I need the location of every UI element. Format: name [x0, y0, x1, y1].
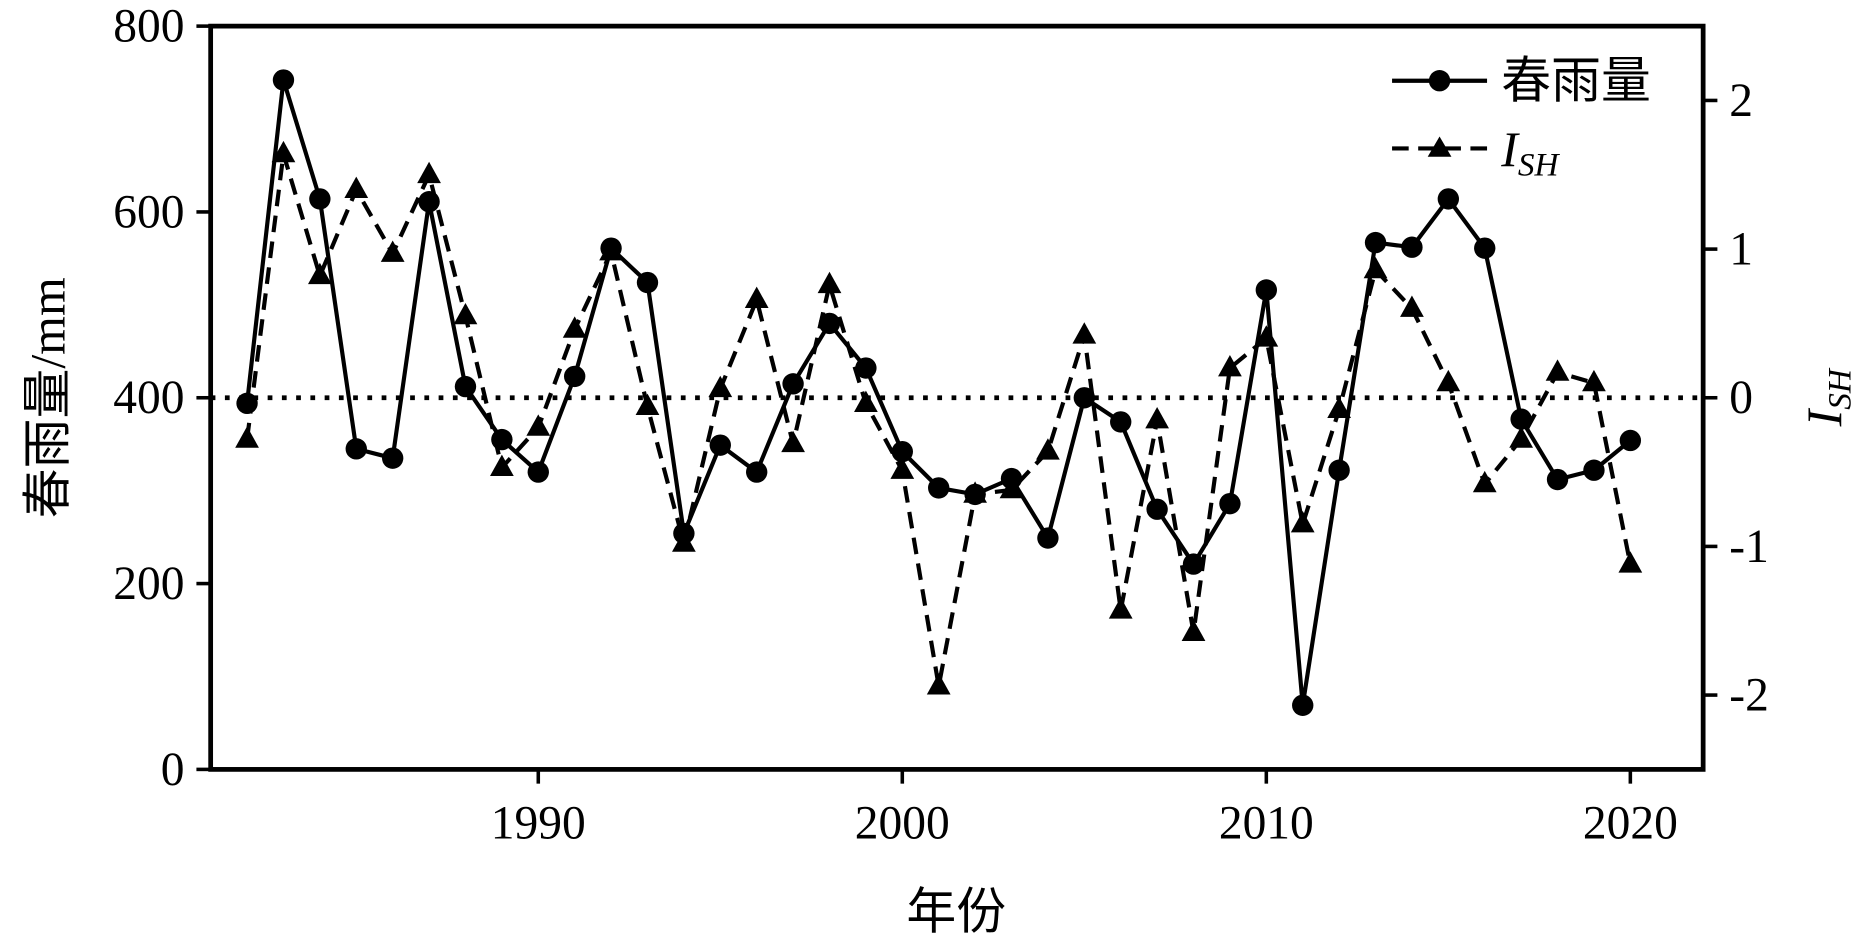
rain-data-point	[1401, 236, 1423, 258]
ish-data-point	[1327, 396, 1351, 418]
rain-data-point	[381, 447, 404, 469]
ish-data-point	[926, 673, 951, 695]
rain-data-point	[709, 434, 731, 456]
ish-data-point	[1363, 256, 1388, 279]
ish-data-point	[1472, 470, 1497, 493]
rain-data-point	[1510, 408, 1532, 430]
ish-data-point	[526, 414, 551, 436]
rain-data-point	[418, 191, 440, 213]
ish-data-point	[599, 239, 623, 261]
rain-data-point	[818, 312, 841, 335]
x-tick-label: 2010	[1219, 797, 1314, 849]
rain-data-point	[636, 271, 659, 294]
rain-data-point	[1073, 387, 1095, 409]
ish-data-point	[1509, 426, 1534, 448]
ish-data-point	[1181, 619, 1206, 641]
ish-data-point	[1545, 359, 1570, 381]
rain-data-point	[1583, 459, 1605, 481]
rain-data-point	[891, 440, 913, 463]
rain-data-point	[309, 188, 331, 210]
rain-data-point	[272, 69, 295, 91]
rain-data-point	[1219, 492, 1241, 515]
ish-data-point	[235, 426, 259, 448]
ish-data-point	[708, 375, 733, 398]
y-tick-label: 600	[113, 186, 184, 238]
rain-data-point	[345, 438, 367, 460]
right-y-tick-label: 1	[1729, 224, 1753, 276]
rain-data-point	[855, 357, 877, 379]
rain-data-point	[563, 365, 586, 388]
y-tick-label: 400	[113, 372, 184, 424]
ish-data-point	[999, 476, 1024, 499]
legend-label-ish: ISH	[1500, 122, 1560, 183]
y-tick-label: 0	[161, 744, 185, 796]
legend-label-rain: 春雨量	[1501, 53, 1651, 108]
rain-data-point	[1292, 694, 1314, 716]
right-axis-label: ISH	[1797, 367, 1858, 427]
ish-data-point	[1254, 325, 1279, 347]
rain-data-point	[1619, 429, 1642, 452]
ish-data-point	[271, 140, 296, 163]
rain-data-point	[1255, 279, 1278, 301]
ish-data-point	[1582, 369, 1606, 392]
ish-data-point	[307, 262, 332, 285]
legend-marker-circle	[1428, 70, 1451, 92]
ish-data-point	[1072, 322, 1097, 344]
ish-data-point	[1436, 369, 1461, 392]
ish-data-point	[672, 530, 696, 552]
rain-data-point	[1546, 468, 1569, 491]
x-axis-label: 年份	[906, 885, 1006, 938]
ish-data-point	[635, 393, 660, 415]
ish-data-point	[963, 481, 987, 503]
ish-data-point	[453, 302, 478, 325]
rain-data-point	[782, 373, 804, 395]
rain-data-point	[746, 461, 768, 483]
legend: 春雨量 ISH	[1392, 53, 1651, 184]
ish-data-point	[344, 176, 369, 198]
ish-data-point	[744, 286, 769, 308]
right-y-tick-label: -1	[1729, 521, 1769, 573]
rain-data-point	[1364, 231, 1387, 254]
rain-data-point	[527, 461, 549, 483]
rain-series-line	[244, 79, 1632, 706]
ish-data-point	[1618, 551, 1643, 573]
x-tick-label: 2000	[855, 797, 950, 849]
rain-data-point	[1474, 237, 1496, 259]
ish-data-point	[1108, 597, 1133, 619]
rain-data-point	[1328, 459, 1350, 481]
rain-data-point	[928, 477, 950, 499]
rain-data-point	[1037, 527, 1059, 549]
rain-data-point	[236, 392, 258, 415]
y-tick-label: 800	[113, 1, 184, 53]
rain-data-point	[1437, 188, 1460, 210]
ish-data-point	[1400, 295, 1424, 317]
legend-marker-triangle	[1427, 136, 1452, 157]
right-y-tick-label: 2	[1729, 75, 1753, 127]
y-tick-label: 200	[113, 558, 184, 610]
rain-data-point	[454, 375, 477, 398]
right-y-tick-label: 0	[1729, 372, 1753, 424]
ish-data-point	[890, 457, 915, 479]
ish-series-line	[244, 153, 1633, 687]
y-axis-label: 春雨量/mm	[21, 277, 76, 518]
ish-data-point	[817, 271, 842, 294]
rain-data-point	[1110, 411, 1132, 433]
ish-data-point	[854, 390, 878, 413]
ish-data-point	[417, 161, 441, 184]
ish-data-point	[1290, 511, 1315, 533]
ish-data-point	[1218, 354, 1242, 377]
ish-data-point	[1145, 406, 1169, 429]
rain-data-point	[1146, 498, 1168, 520]
rain-data-point	[1182, 553, 1205, 575]
x-tick-label: 2020	[1583, 797, 1678, 849]
ish-data-point	[1036, 438, 1060, 460]
ish-data-point	[380, 240, 405, 262]
ish-data-point	[781, 430, 805, 453]
right-y-tick-label: -2	[1729, 670, 1769, 722]
ish-data-point	[562, 316, 587, 338]
ish-data-point	[490, 454, 514, 476]
x-tick-label: 1990	[491, 797, 586, 849]
